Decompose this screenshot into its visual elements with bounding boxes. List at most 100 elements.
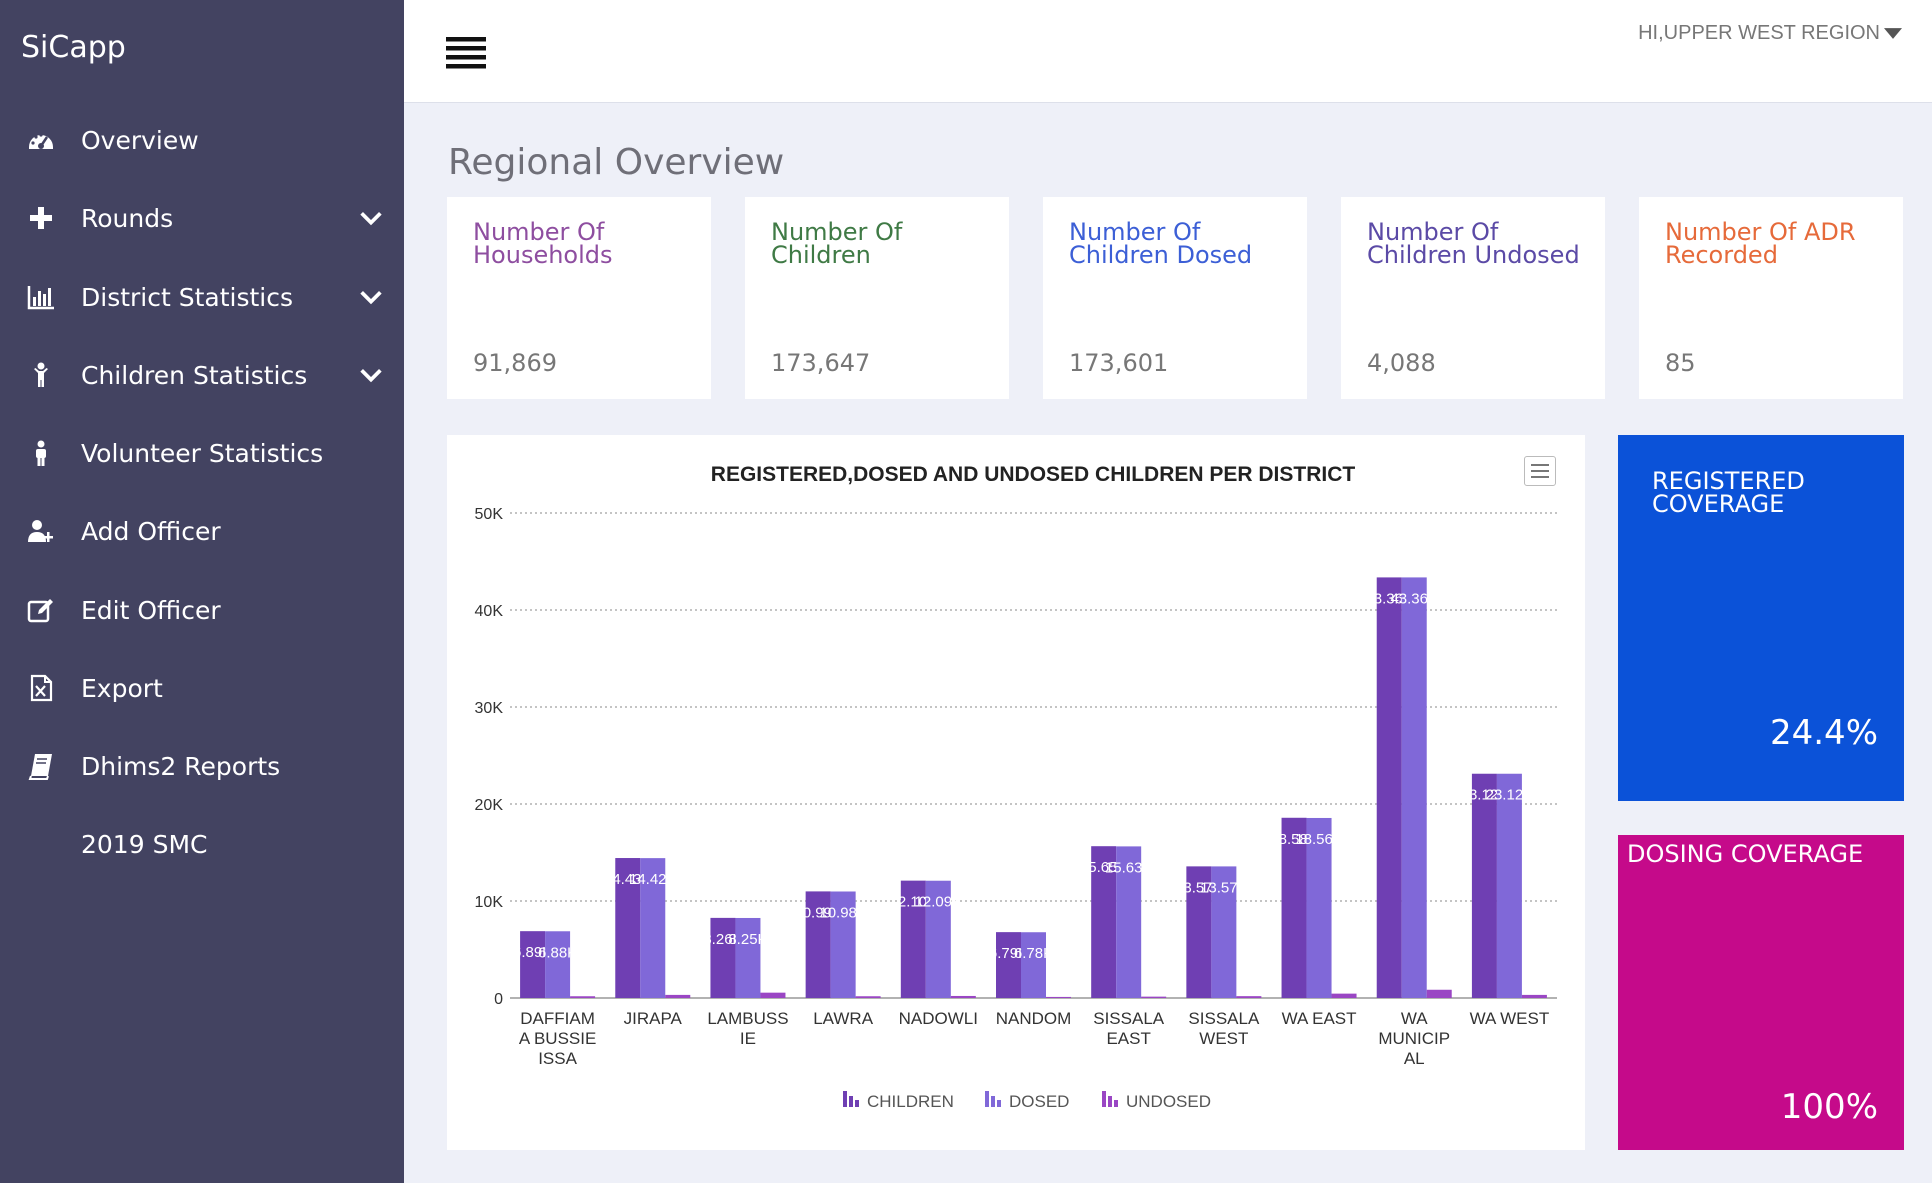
legend-icon	[849, 1096, 853, 1107]
user-menu[interactable]: HI,UPPER WEST REGION	[1638, 22, 1902, 45]
sidebar-item-label: Export	[81, 673, 163, 703]
data-label: 18.56K	[1295, 831, 1343, 848]
x-tick-label: MUNICIP	[1378, 1029, 1450, 1048]
data-label: 23.12K	[1486, 787, 1534, 804]
chevron-down-icon[interactable]	[356, 282, 386, 312]
data-label: 15.65K	[1080, 859, 1128, 876]
bar-dosed	[640, 858, 666, 998]
dosing-coverage-panel: DOSING COVERAGE 100%	[1618, 835, 1904, 1150]
sidebar-item-overview[interactable]: Overview	[0, 105, 404, 175]
data-label: 14.42K	[629, 871, 677, 888]
bar-dosed	[925, 880, 951, 998]
data-label: 43.36K	[1390, 590, 1438, 607]
chart-title: REGISTERED,DOSED AND UNDOSED CHILDREN PE…	[711, 463, 1356, 486]
sidebar-item-children-statistics[interactable]: Children Statistics	[0, 340, 404, 410]
x-tick-label: SISSALA	[1093, 1009, 1165, 1028]
y-tick-label: 10K	[475, 894, 504, 911]
stat-value: 173,601	[1069, 349, 1169, 377]
stat-label: Number Of Children	[771, 218, 903, 269]
bar-undosed	[1426, 989, 1452, 998]
bar-undosed	[1331, 993, 1357, 998]
bar-children	[996, 932, 1021, 998]
district-bar-chart: REGISTERED,DOSED AND UNDOSED CHILDREN PE…	[475, 463, 1557, 1111]
bar-children	[1471, 773, 1497, 998]
bar-dosed	[545, 931, 571, 998]
sidebar-item-dhims2-reports[interactable]: Dhims2 Reports	[0, 731, 404, 801]
topbar: HI,UPPER WEST REGION	[404, 0, 1932, 103]
stat-card-adr-recorded: Number Of ADR Recorded 85	[1639, 197, 1903, 399]
bar-undosed	[760, 992, 786, 998]
y-tick-label: 0	[494, 991, 503, 1008]
legend-icon	[997, 1100, 1001, 1107]
data-label: 23.12K	[1461, 787, 1509, 804]
data-label: 14.43K	[604, 871, 652, 888]
stat-label: Number Of Households	[473, 218, 613, 269]
person-icon	[24, 436, 58, 470]
y-tick-label: 20K	[475, 797, 504, 814]
sidebar-item-add-officer[interactable]: Add Officer	[0, 496, 404, 566]
legend-label: CHILDREN	[867, 1092, 954, 1111]
hamburger-menu-icon[interactable]	[444, 34, 490, 74]
sidebar-item-label: Add Officer	[81, 516, 221, 546]
legend-icon	[985, 1091, 989, 1107]
data-label: 8.26K	[703, 931, 742, 948]
user-greeting: HI,UPPER WEST REGION	[1638, 22, 1880, 44]
data-label: 18.58K	[1270, 831, 1318, 848]
legend-icon	[1102, 1091, 1106, 1107]
bar-undosed	[855, 996, 881, 998]
data-label: 6.89K	[513, 944, 552, 961]
x-tick-label: JIRAPA	[624, 1009, 683, 1028]
sidebar: SiCapp Overview Rounds District Statisti…	[0, 0, 404, 1183]
bar-children	[1376, 577, 1402, 998]
bar-undosed	[665, 994, 691, 998]
sidebar-item-volunteer-statistics[interactable]: Volunteer Statistics	[0, 418, 404, 488]
sidebar-item-label: District Statistics	[81, 282, 294, 312]
data-label: 6.79K	[989, 945, 1028, 962]
sidebar-item-export[interactable]: Export	[0, 653, 404, 723]
bar-children	[1091, 846, 1117, 998]
data-label: 15.63K	[1105, 859, 1153, 876]
excel-file-icon	[24, 671, 58, 705]
x-tick-label: DAFFIAM	[520, 1009, 595, 1028]
x-tick-label: ISSA	[538, 1049, 577, 1068]
data-label: 43.36K	[1365, 590, 1413, 607]
bar-undosed	[1236, 996, 1262, 998]
app-brand[interactable]: SiCapp	[21, 30, 126, 65]
dosing-coverage-label: DOSING COVERAGE	[1627, 840, 1864, 868]
sidebar-item-label: Dhims2 Reports	[81, 751, 281, 781]
legend-label: UNDOSED	[1126, 1092, 1211, 1111]
bar-dosed	[1116, 846, 1142, 998]
book-icon	[24, 749, 58, 783]
chart-context-menu-button[interactable]	[1524, 456, 1556, 486]
bar-undosed	[1521, 994, 1547, 998]
data-label: 12.09K	[915, 894, 963, 911]
stat-label: Number Of Children Dosed	[1069, 218, 1253, 269]
stat-label: Number Of Children Undosed	[1367, 218, 1580, 269]
sidebar-item-2019-smc[interactable]: 2019 SMC	[0, 809, 404, 879]
sidebar-item-edit-officer[interactable]: Edit Officer	[0, 575, 404, 645]
bar-children	[1186, 866, 1212, 998]
bar-children	[900, 880, 926, 998]
bar-undosed	[570, 996, 596, 998]
data-label: 6.78K	[1014, 945, 1053, 962]
sidebar-item-label: Volunteer Statistics	[81, 438, 324, 468]
bar-dosed	[1496, 773, 1522, 998]
stat-value: 173,647	[771, 349, 871, 377]
stat-card-children-undosed: Number Of Children Undosed 4,088	[1341, 197, 1605, 399]
bar-children	[710, 917, 736, 998]
chart-card: REGISTERED,DOSED AND UNDOSED CHILDREN PE…	[447, 435, 1585, 1150]
sidebar-item-label: Rounds	[81, 203, 174, 233]
bar-children	[615, 858, 641, 998]
child-icon	[24, 358, 58, 392]
bar-dosed	[1211, 866, 1237, 998]
legend-icon	[1108, 1096, 1112, 1107]
bar-children	[805, 891, 831, 998]
stat-card-children: Number Of Children 173,647	[745, 197, 1009, 399]
user-plus-icon	[24, 514, 58, 548]
sidebar-item-district-statistics[interactable]: District Statistics	[0, 262, 404, 332]
chevron-down-icon[interactable]	[356, 360, 386, 390]
sidebar-item-rounds[interactable]: Rounds	[0, 183, 404, 253]
chevron-down-icon[interactable]	[356, 203, 386, 233]
stat-card-households: Number Of Households 91,869	[447, 197, 711, 399]
x-tick-label: WA WEST	[1470, 1009, 1550, 1028]
